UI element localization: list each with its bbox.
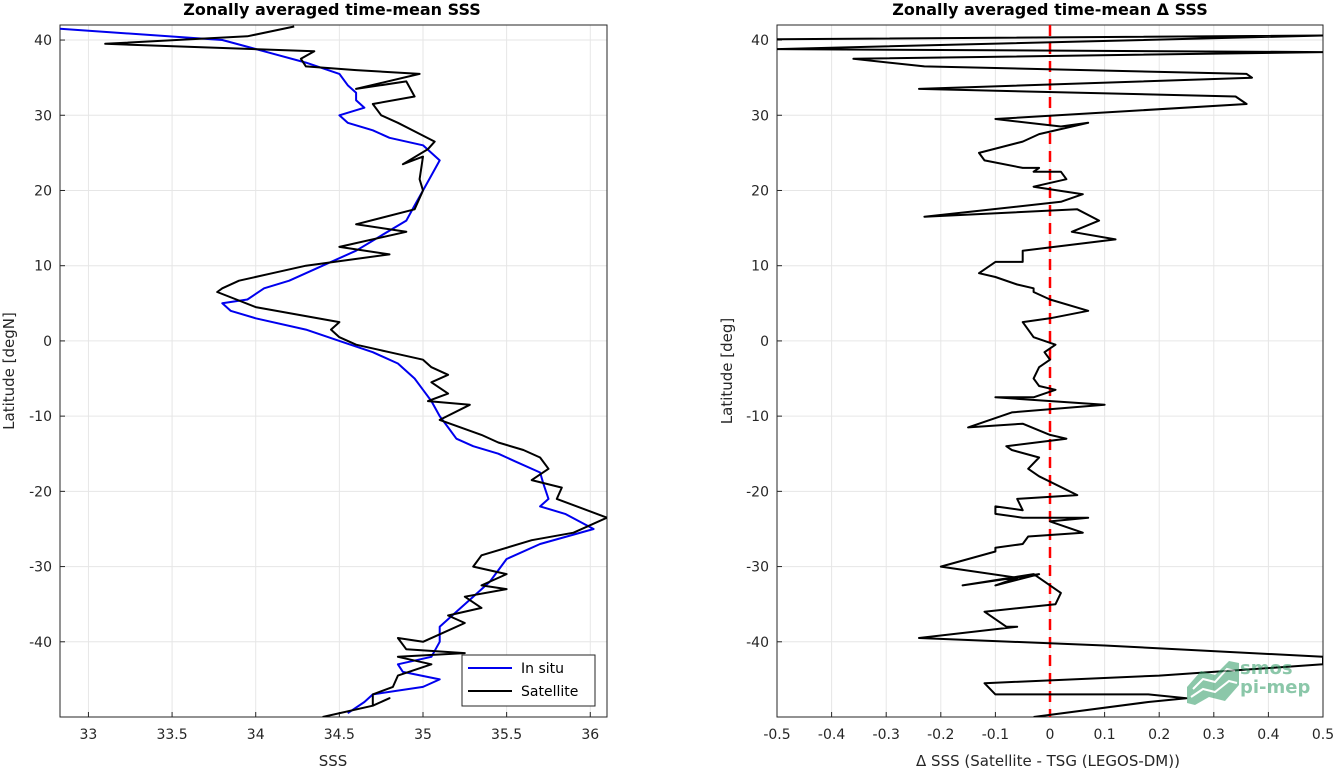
logo-line-1: smos (1240, 658, 1293, 679)
y-tick-label: 20 (34, 183, 52, 199)
y-tick-label: 30 (34, 108, 52, 124)
x-tick-label: 0.2 (1148, 727, 1170, 743)
x-tick-label: 35 (414, 727, 432, 743)
x-tick-label: 0.3 (1203, 727, 1225, 743)
right-y-axis-label: Latitude [deg] (718, 318, 736, 424)
series-line-in-situ (60, 27, 595, 715)
logo-waves-icon (1187, 661, 1239, 705)
y-tick-label: -20 (29, 484, 52, 500)
y-tick-label: -40 (29, 635, 52, 651)
right-chart-title: Zonally averaged time-mean Δ SSS (892, 0, 1208, 19)
left-panel-sss: Zonally averaged time-mean SSS 33 33.5 34 3… (0, 0, 608, 769)
y-tick-label: -30 (746, 560, 769, 576)
x-tick-label: -0.4 (818, 727, 845, 743)
smos-pi-mep-logo: smos pi-mep (1185, 657, 1325, 707)
x-tick-label: 36 (581, 727, 599, 743)
y-tick-label: 20 (751, 183, 769, 199)
x-tick-label: -0.2 (927, 727, 954, 743)
legend-satellite-label: Satellite (521, 684, 578, 700)
y-tick-label: 0 (760, 334, 769, 350)
x-tick-label: 34 (247, 727, 265, 743)
legend: In situ Satellite (461, 654, 596, 707)
y-tick-label: -10 (29, 409, 52, 425)
x-tick-label: 0.5 (1312, 727, 1334, 743)
x-tick-label: 0.1 (1093, 727, 1115, 743)
legend-box (461, 654, 596, 707)
x-tick-label: 34.5 (324, 727, 355, 743)
x-tick-label: 0.4 (1257, 727, 1279, 743)
left-y-axis-label: Latitude [degN] (0, 312, 18, 430)
y-tick-label: 10 (751, 259, 769, 275)
x-tick-label: -0.5 (763, 727, 790, 743)
y-tick-label: -40 (746, 635, 769, 651)
right-panel-delta-sss: Zonally averaged time-mean Δ SSS -0.5 -0.… (718, 0, 1334, 769)
left-series (60, 25, 607, 717)
left-x-axis-label: SSS (319, 752, 348, 769)
y-tick-label: -30 (29, 560, 52, 576)
right-series (777, 25, 1323, 717)
y-tick-label: -10 (746, 409, 769, 425)
left-chart-title: Zonally averaged time-mean SSS (183, 0, 481, 19)
left-plot-frame (59, 24, 608, 718)
y-tick-label: 0 (43, 334, 52, 350)
x-tick-label: -0.3 (873, 727, 900, 743)
right-x-axis-label: Δ SSS (Satellite - TSG (LEGOS-DM)) (916, 752, 1180, 769)
y-tick-label: -20 (746, 484, 769, 500)
legend-insitu-label: In situ (521, 661, 564, 677)
x-tick-label: 33 (80, 727, 98, 743)
series-line-satellite (104, 25, 607, 717)
x-tick-label: 33.5 (156, 727, 187, 743)
series-line-satellite-tsg (777, 34, 1323, 717)
right-ticks: -0.5 -0.4 -0.3 -0.2 -0.1 0 0.1 0.2 0.3 0.4 0.5 40 30… (746, 33, 1334, 743)
y-tick-label: 30 (751, 108, 769, 124)
x-tick-label: -0.1 (982, 727, 1009, 743)
left-grid (60, 25, 607, 717)
logo-line-2: pi-mep (1240, 677, 1311, 698)
left-ticks: 33 33.5 34 34.5 35 35.5 36 40 30 20 10 0 -10 -20 -30 -4… (29, 33, 599, 743)
y-tick-label: 40 (751, 33, 769, 49)
y-tick-label: 10 (34, 259, 52, 275)
x-tick-label: 0 (1046, 727, 1055, 743)
y-tick-label: 40 (34, 33, 52, 49)
x-tick-label: 35.5 (491, 727, 522, 743)
